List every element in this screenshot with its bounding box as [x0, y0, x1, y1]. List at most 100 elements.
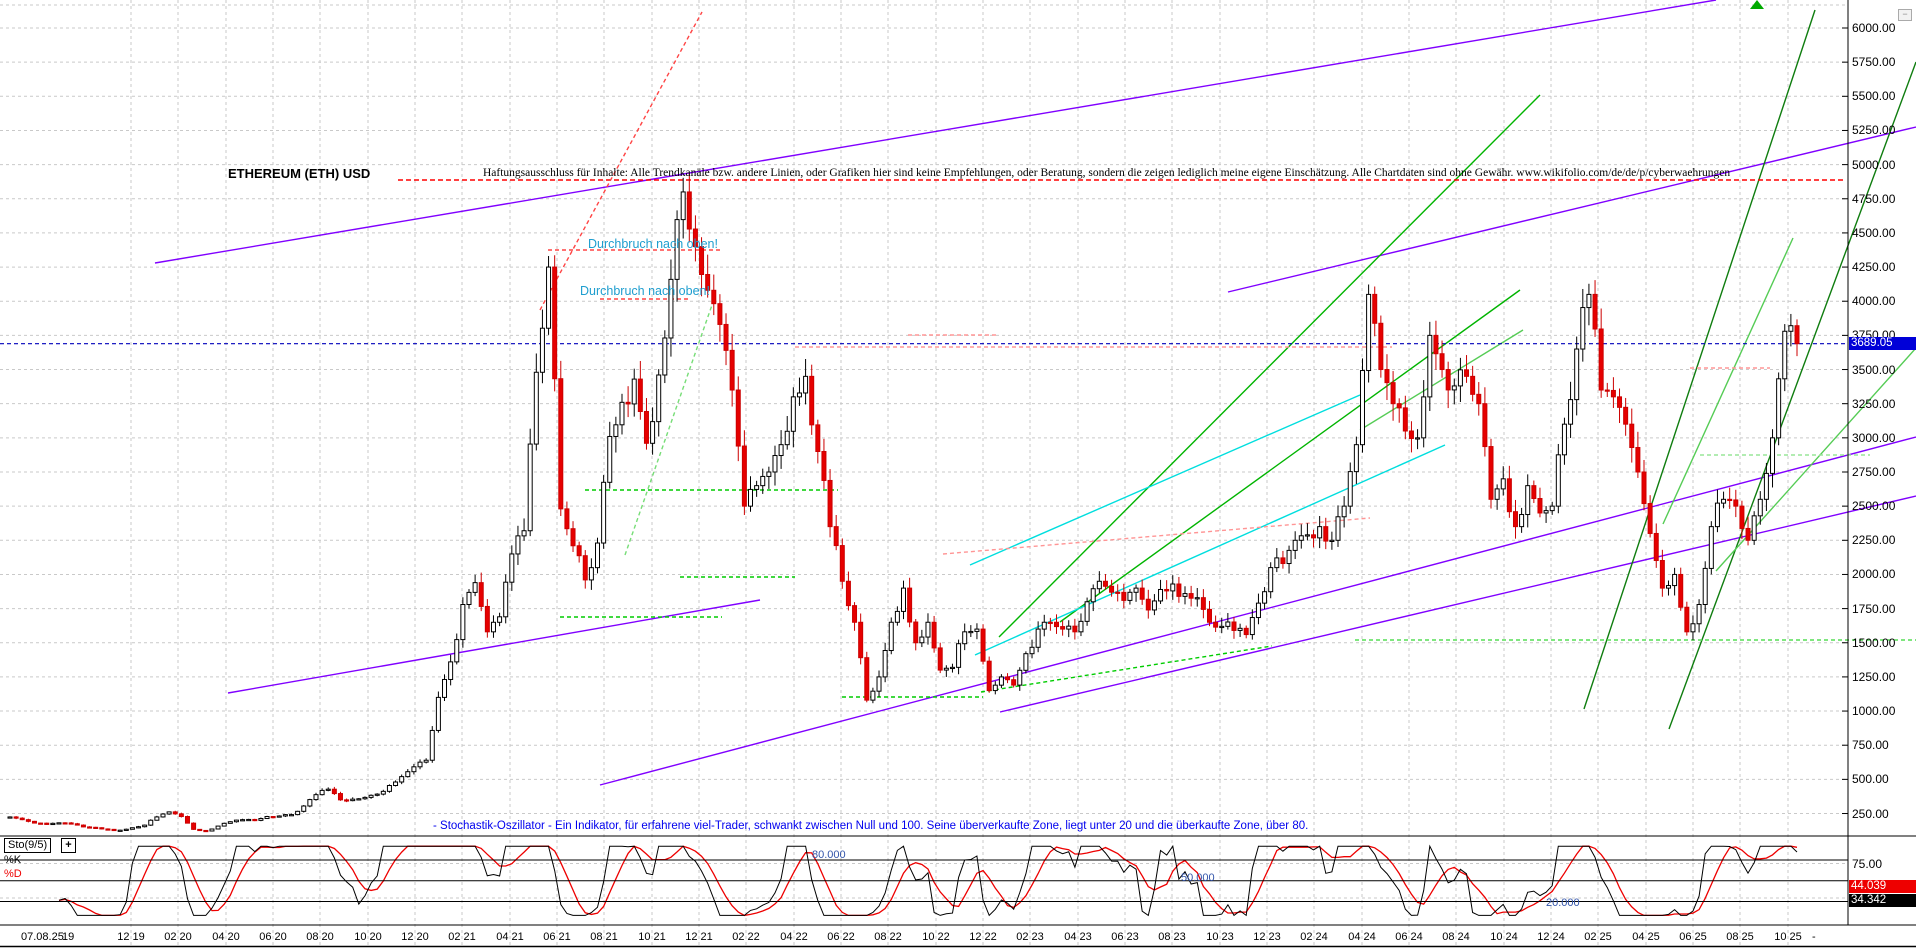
candle-body-down [643, 410, 649, 444]
candle-body-up [50, 822, 56, 826]
candle-body-up [925, 621, 931, 638]
annotation-breakout-1: Durchbruch nach oben! [588, 237, 718, 251]
candle-body-up [1665, 585, 1671, 589]
candle-body-down [1592, 293, 1598, 330]
candle-body-down [570, 528, 576, 547]
trend-line [980, 645, 1273, 693]
stochastic-k-value-tag: 34.342 [1849, 894, 1916, 907]
candle-body-down [1384, 369, 1390, 384]
candle-body-up [1041, 621, 1047, 630]
candle-body-down [827, 479, 833, 528]
trend-line [1059, 289, 1521, 623]
candle-body-down [1482, 403, 1488, 448]
candle-body-up [796, 392, 802, 398]
date-axis-label: 10 24 [1490, 931, 1518, 943]
candle-body-up [650, 421, 656, 444]
candle-body-up [1304, 534, 1310, 537]
date-axis-label: 04 21 [496, 931, 524, 943]
candle-body-down [87, 826, 93, 829]
candle-body-up [1066, 625, 1072, 630]
candle-body-up [1672, 573, 1678, 587]
candle-body-up [790, 396, 796, 432]
candle-body-down [692, 228, 698, 248]
trend-line [624, 304, 713, 556]
candle-body-down [105, 828, 111, 831]
candle-body-down [564, 508, 570, 530]
candle-body-down [637, 378, 643, 412]
candle-body-down [699, 246, 705, 276]
candle-body-down [1629, 423, 1635, 449]
candle-body-down [552, 266, 558, 380]
candle-body-up [772, 455, 778, 473]
candle-body-down [558, 378, 564, 510]
candle-body-up [595, 542, 601, 569]
candle-body-up [246, 818, 252, 822]
candle-body-up [1574, 348, 1580, 401]
candle-body-down [1323, 526, 1329, 542]
candle-body-up [754, 485, 760, 490]
candle-body-up [1763, 472, 1769, 500]
stochastic-k-line [58, 844, 1798, 917]
candle-body-up [209, 828, 215, 832]
candle-body-down [344, 799, 350, 802]
candle-body-down [111, 828, 117, 832]
candle-body-down [576, 545, 582, 557]
percent-k-label: %K [4, 854, 22, 866]
candle-body-down [809, 375, 815, 426]
price-axis-label: 2500.00 [1852, 499, 1896, 514]
date-axis-label: - [1812, 931, 1816, 943]
candle-body-up [56, 822, 62, 825]
candle-body-up [233, 819, 239, 823]
candle-body-up [1268, 567, 1274, 593]
price-axis-label: 4250.00 [1852, 260, 1896, 275]
candle-body-up [1341, 505, 1347, 518]
candle-body-up [619, 401, 625, 426]
candle-body-up [1427, 334, 1433, 398]
date-axis-label: 10 21 [638, 931, 666, 943]
candle-body-up [289, 814, 295, 817]
candle-body-up [258, 818, 264, 821]
price-axis-label: 4750.00 [1852, 191, 1896, 206]
candle-body-down [1109, 585, 1115, 593]
candle-body-up [429, 729, 435, 761]
date-axis-label: 04 22 [780, 931, 808, 943]
candle-body-up [1421, 396, 1427, 439]
candle-body-down [717, 303, 723, 325]
price-axis-label: 5500.00 [1852, 89, 1896, 104]
price-axis-label: 750.00 [1852, 738, 1889, 753]
candle-body-up [1023, 653, 1029, 671]
candle-body-down [1396, 403, 1402, 409]
candle-body-down [1053, 621, 1059, 628]
stochastic-indicator-button[interactable]: Sto(9/5) [4, 838, 52, 853]
candle-body-up [380, 790, 386, 795]
candle-body-up [368, 794, 374, 798]
candle-body-up [307, 799, 313, 807]
date-axis-label: 04 20 [212, 931, 240, 943]
date-axis-label: 08 25 [1726, 931, 1754, 943]
trend-line [227, 599, 761, 694]
candle-body-up [1170, 583, 1176, 592]
date-axis-label: 06 21 [543, 931, 571, 943]
candle-body-up [949, 666, 955, 670]
candle-body-down [858, 621, 864, 659]
candle-body-up [160, 813, 166, 818]
candle-body-up [319, 789, 325, 796]
candle-body-down [1047, 621, 1053, 624]
date-axis-label: 02 22 [732, 931, 760, 943]
price-axis-label: 2750.00 [1852, 464, 1896, 479]
candle-body-up [215, 825, 221, 830]
oscillator-level-80: 80.000 [812, 849, 846, 861]
add-indicator-button[interactable]: + [61, 838, 76, 853]
candle-body-up [1035, 628, 1041, 648]
date-axis-label: 12 22 [969, 931, 997, 943]
candle-body-up [154, 816, 160, 821]
candle-body-up [1127, 591, 1133, 601]
candle-body-down [741, 445, 747, 507]
candle-body-up [227, 821, 233, 824]
price-axis-label: 1250.00 [1852, 669, 1896, 684]
date-axis-label: 02 20 [164, 931, 192, 943]
candle-body-down [203, 829, 209, 833]
minimize-panel-icon[interactable]: − [1898, 9, 1912, 21]
candle-body-down [99, 827, 105, 830]
